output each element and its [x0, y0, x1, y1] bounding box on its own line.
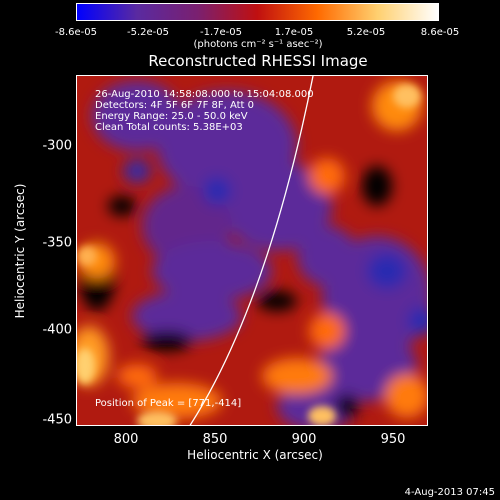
x-axis-label: Heliocentric X (arcsec) — [187, 448, 323, 462]
image-plot — [76, 75, 428, 426]
y-tick-label: -450 — [42, 412, 72, 428]
colorbar — [76, 3, 439, 21]
colorbar-tick-label: 1.7e-05 — [274, 27, 314, 38]
y-tick-label: -350 — [42, 235, 72, 251]
colorbar-tick-label: -5.2e-05 — [127, 27, 169, 38]
flux-map — [77, 76, 427, 425]
colorbar-tick-label: -8.6e-05 — [55, 27, 97, 38]
x-tick-label: 900 — [291, 432, 317, 447]
info-detectors: Detectors: 4F 5F 6F 7F 8F, Att 0 — [95, 100, 255, 111]
x-tick-label: 800 — [113, 432, 139, 447]
y-tick-label: -300 — [42, 138, 72, 154]
solar-limb — [189, 76, 314, 425]
y-tick-label: -400 — [42, 322, 72, 338]
info-total-counts: Clean Total counts: 5.38E+03 — [95, 122, 243, 133]
x-tick-label: 850 — [202, 432, 228, 447]
y-axis-label: Heliocentric Y (arcsec) — [13, 183, 27, 319]
colorbar-tick-label: 8.6e-05 — [420, 27, 460, 38]
image-title: Reconstructed RHESSI Image — [148, 52, 368, 70]
colorbar-tick-label: -1.7e-05 — [200, 27, 242, 38]
colorbar-tick-label: 5.2e-05 — [346, 27, 386, 38]
info-time-range: 26-Aug-2010 14:58:08.000 to 15:04:08.000 — [95, 89, 314, 100]
peak-position: Position of Peak = [771,-414] — [95, 398, 242, 409]
x-tick-label: 950 — [380, 432, 406, 447]
date-stamp: 4-Aug-2013 07:45 — [404, 487, 495, 498]
map-hotspots — [77, 84, 421, 425]
info-energy-range: Energy Range: 25.0 - 50.0 keV — [95, 111, 248, 122]
colorbar-units: (photons cm⁻² s⁻¹ asec⁻²) — [193, 39, 323, 50]
